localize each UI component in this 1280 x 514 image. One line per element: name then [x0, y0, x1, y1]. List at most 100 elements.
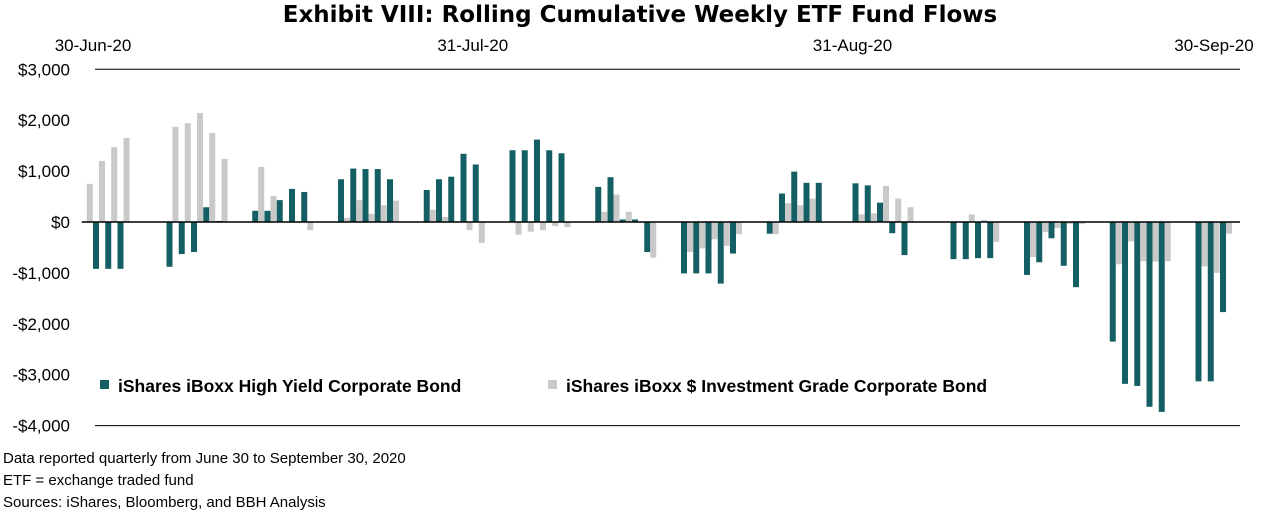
bar-high-yield — [852, 183, 859, 222]
bar-investment-grade — [1054, 222, 1061, 229]
bar-high-yield — [276, 200, 283, 222]
y-tick-label: -$3,000 — [12, 366, 70, 385]
bar-investment-grade — [221, 158, 228, 222]
bar-high-yield — [705, 222, 712, 274]
bar-investment-grade — [344, 217, 350, 222]
bar-high-yield — [509, 150, 516, 222]
bar-investment-grade — [478, 222, 485, 243]
footnote-etf: ETF = exchange traded fund — [3, 472, 194, 489]
bar-investment-grade — [184, 123, 191, 222]
bar-investment-grade — [172, 126, 179, 222]
bar-investment-grade — [870, 213, 877, 222]
bar-investment-grade — [809, 198, 816, 222]
bar-high-yield — [877, 202, 883, 222]
bar-investment-grade — [797, 205, 804, 222]
bar-high-yield — [362, 169, 369, 222]
bar-high-yield — [1073, 222, 1079, 288]
bar-high-yield — [632, 219, 638, 222]
bar-high-yield — [889, 222, 896, 234]
bar-investment-grade — [981, 219, 987, 222]
bar-investment-grade — [968, 214, 975, 222]
bar-high-yield — [803, 182, 810, 222]
bar-investment-grade — [699, 222, 706, 249]
bar-investment-grade — [772, 222, 779, 235]
bar-high-yield — [975, 222, 981, 259]
bar-investment-grade — [429, 209, 436, 222]
bar-high-yield — [472, 164, 479, 222]
bar-investment-grade — [270, 196, 277, 222]
footnote-sources: Sources: iShares, Bloomberg, and BBH Ana… — [3, 494, 326, 511]
y-tick-label: $1,000 — [18, 162, 70, 181]
bar-high-yield — [289, 188, 295, 222]
bar-investment-grade — [99, 160, 105, 222]
bar-high-yield — [1024, 222, 1030, 275]
bar-investment-grade — [515, 222, 522, 235]
x-tick-label: 30-Sep-20 — [1174, 36, 1253, 55]
bar-high-yield — [387, 179, 393, 222]
bar-investment-grade — [380, 205, 387, 222]
bar-investment-grade — [883, 185, 889, 222]
x-tick-label: 30-Jun-20 — [55, 36, 132, 55]
bar-high-yield — [1122, 222, 1128, 384]
bar-high-yield — [644, 222, 651, 253]
bar-high-yield — [791, 171, 798, 222]
bar-high-yield — [534, 139, 540, 222]
x-tick-label: 31-Jul-20 — [437, 36, 508, 55]
bar-investment-grade — [527, 222, 534, 232]
bar-investment-grade — [601, 211, 608, 222]
bar-high-yield — [448, 176, 455, 222]
bar-investment-grade — [1115, 222, 1122, 265]
bar-investment-grade — [1140, 222, 1147, 262]
bar-high-yield — [730, 222, 736, 254]
bar-high-yield — [864, 185, 871, 222]
bar-high-yield — [203, 207, 210, 222]
bar-high-yield — [619, 219, 626, 222]
bar-high-yield — [105, 222, 112, 269]
bar-high-yield — [1158, 222, 1165, 412]
bar-high-yield — [1220, 222, 1226, 313]
bar-high-yield — [1134, 222, 1141, 386]
bar-investment-grade — [466, 222, 473, 231]
bar-high-yield — [264, 210, 271, 222]
bar-high-yield — [987, 222, 994, 259]
y-tick-label: $0 — [51, 213, 70, 232]
bar-high-yield — [93, 222, 99, 269]
bar-high-yield — [460, 153, 467, 222]
bar-investment-grade — [123, 138, 130, 222]
legend-label-high-yield: iShares iBoxx High Yield Corporate Bond — [118, 376, 461, 396]
bar-high-yield — [338, 179, 344, 222]
bar-high-yield — [950, 222, 957, 260]
bar-investment-grade — [1213, 222, 1220, 273]
bar-high-yield — [779, 193, 785, 222]
bar-investment-grade — [1079, 222, 1085, 225]
y-tick-label: $2,000 — [18, 111, 70, 130]
bar-investment-grade — [552, 222, 559, 227]
bar-investment-grade — [368, 213, 375, 222]
bar-high-yield — [546, 150, 553, 222]
bar-high-yield — [1048, 222, 1055, 239]
bar-investment-grade — [1226, 222, 1232, 234]
bar-investment-grade — [540, 222, 546, 231]
bar-investment-grade — [785, 203, 791, 222]
bar-investment-grade — [650, 222, 657, 258]
bar-high-yield — [191, 222, 197, 253]
bar-high-yield — [166, 222, 173, 267]
bar-high-yield — [423, 189, 430, 222]
bar-high-yield — [252, 210, 259, 222]
bar-investment-grade — [209, 132, 216, 222]
bar-investment-grade — [1164, 222, 1171, 262]
bar-high-yield — [436, 179, 442, 222]
footnote-data-period: Data reported quarterly from June 30 to … — [3, 450, 406, 467]
bar-high-yield — [962, 222, 969, 260]
bar-investment-grade — [1128, 222, 1134, 242]
y-tick-label: $3,000 — [18, 60, 70, 79]
bar-high-yield — [1109, 222, 1116, 342]
bar-high-yield — [350, 168, 357, 222]
bar-high-yield — [607, 177, 614, 222]
bar-high-yield — [301, 191, 308, 222]
bar-investment-grade — [393, 200, 399, 222]
bar-investment-grade — [723, 222, 730, 246]
bar-high-yield — [693, 222, 700, 274]
bar-high-yield — [1195, 222, 1202, 382]
bar-investment-grade — [1042, 222, 1049, 233]
